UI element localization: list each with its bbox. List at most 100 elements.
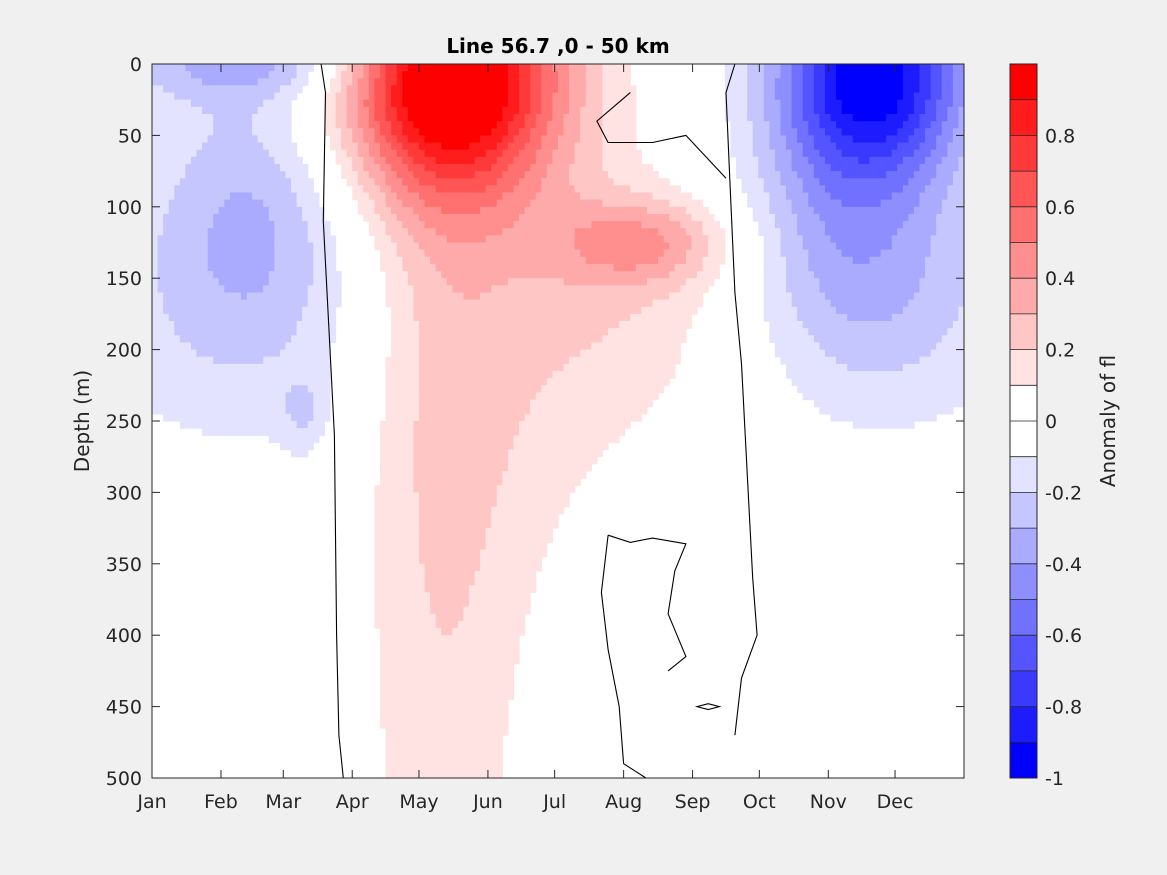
- contour-cell: [752, 149, 776, 158]
- contour-cell: [541, 85, 559, 94]
- contour-cell: [274, 263, 314, 272]
- contour-cell: [435, 228, 503, 236]
- contour-cell: [897, 142, 921, 151]
- contour-cell: [385, 78, 398, 87]
- contour-cell: [346, 64, 353, 72]
- contour-cell: [802, 142, 815, 151]
- x-tick-label: Dec: [877, 791, 914, 813]
- contour-cell: [491, 513, 559, 522]
- contour-cell: [407, 149, 426, 158]
- contour-cell: [152, 328, 175, 336]
- contour-cell: [891, 149, 915, 158]
- contour-cell: [569, 71, 587, 79]
- contour-cell: [213, 213, 270, 222]
- colorbar-label: Anomaly of fl: [1096, 355, 1120, 487]
- contour-cell: [179, 178, 292, 186]
- contour-cell: [685, 278, 715, 286]
- contour-cell: [552, 64, 570, 72]
- contour-cell: [463, 292, 481, 301]
- contour-cell: [830, 235, 893, 244]
- contour-cell: [374, 570, 426, 579]
- contour-cell: [302, 213, 326, 222]
- contour-cell: [307, 292, 342, 301]
- contour-cell: [913, 292, 964, 301]
- contour-cell: [791, 299, 832, 308]
- contour-cell: [263, 99, 292, 108]
- contour-cell: [769, 135, 787, 144]
- contour-cell: [385, 756, 503, 765]
- colorbar-bin: [1010, 385, 1037, 421]
- contour-cell: [797, 221, 826, 229]
- contour-cell: [413, 428, 520, 436]
- contour-cell: [291, 413, 314, 422]
- contour-cell: [674, 263, 704, 272]
- contour-cell: [496, 485, 576, 493]
- contour-cell: [313, 256, 337, 265]
- contour-cell: [391, 321, 420, 329]
- contour-cell: [941, 121, 960, 129]
- contour-cell: [786, 371, 964, 379]
- contour-cell: [385, 228, 409, 236]
- contour-cell: [346, 178, 359, 186]
- contour-cell: [152, 142, 203, 151]
- contour-cell: [535, 113, 554, 122]
- contour-cell: [263, 199, 298, 208]
- contour-cell: [669, 292, 704, 301]
- contour-cell: [418, 549, 481, 558]
- contour-cell: [541, 64, 554, 72]
- contour-cell: [380, 64, 387, 72]
- contour-cell: [507, 64, 520, 72]
- contour-cell: [830, 413, 937, 422]
- contour-cell: [869, 156, 904, 165]
- contour-cell: [413, 306, 643, 315]
- contour-cell: [774, 213, 798, 222]
- contour-cell: [780, 356, 837, 365]
- contour-cell: [513, 221, 592, 229]
- contour-cell: [802, 321, 954, 329]
- contour-cell: [402, 71, 509, 79]
- contour-cell: [841, 199, 882, 208]
- contour-cell: [558, 78, 570, 87]
- contour-cell: [152, 106, 203, 115]
- contour-cell: [763, 299, 793, 308]
- contour-cell: [836, 356, 921, 365]
- y-tick-label: 250: [106, 411, 142, 433]
- contour-cell: [418, 356, 570, 365]
- contour-cell: [157, 271, 214, 279]
- contour-cell: [374, 85, 387, 94]
- contour-cell: [952, 171, 964, 179]
- contour-cell: [602, 99, 637, 108]
- contour-cell: [936, 163, 960, 172]
- contour-cell: [541, 78, 559, 87]
- contour-cell: [763, 306, 798, 315]
- contour-cell: [836, 121, 904, 129]
- contour-cell: [396, 113, 409, 122]
- contour-cell: [179, 421, 298, 429]
- contour-cell: [836, 242, 893, 251]
- x-tick-label: May: [399, 791, 438, 813]
- contour-cell: [469, 142, 498, 151]
- contour-cell: [380, 249, 398, 258]
- contour-cell: [941, 92, 954, 101]
- contour-cell: [530, 163, 548, 172]
- contour-cell: [385, 363, 420, 372]
- x-tick-label: Sep: [675, 791, 711, 813]
- contour-cell: [380, 463, 414, 472]
- contour-cell: [952, 71, 964, 79]
- contour-cell: [424, 149, 487, 158]
- contour-cell: [563, 363, 676, 372]
- contour-cell: [836, 78, 904, 87]
- contour-cell: [252, 113, 292, 122]
- contour-cell: [430, 256, 587, 265]
- contour-cell: [919, 85, 932, 94]
- contour-cell: [780, 228, 798, 236]
- contour-cell: [341, 71, 353, 79]
- contour-cell: [324, 106, 337, 115]
- contour-cell: [291, 385, 309, 394]
- contour-cell: [919, 113, 937, 122]
- contour-cell: [808, 328, 948, 336]
- contour-cell: [357, 106, 370, 115]
- contour-cell: [391, 313, 414, 322]
- contour-cell: [380, 685, 515, 693]
- contour-cell: [936, 106, 948, 115]
